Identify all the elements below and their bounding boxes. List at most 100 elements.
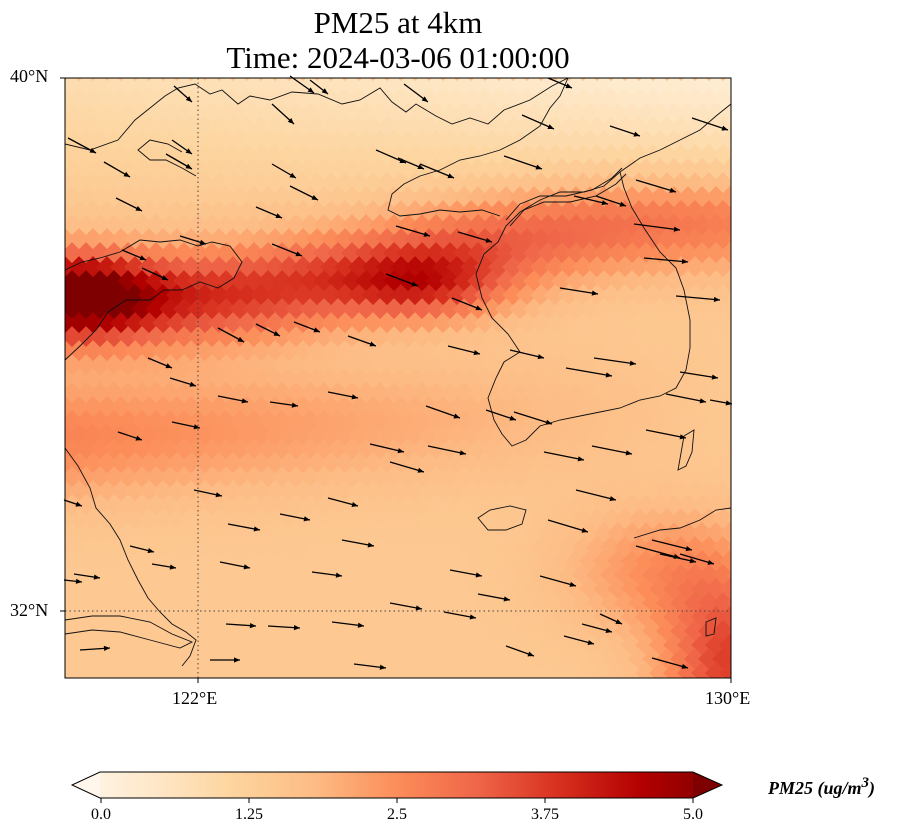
pm25-cell bbox=[467, 466, 489, 488]
pm25-cell bbox=[299, 130, 321, 152]
pm25-cell bbox=[292, 200, 314, 222]
pm25-cell bbox=[65, 578, 83, 600]
pm25-cell bbox=[348, 88, 370, 110]
wind-arrow-head bbox=[103, 645, 110, 651]
lat-label-40n: 40°N bbox=[10, 66, 49, 86]
pm25-cell bbox=[152, 256, 174, 278]
pm25-cell bbox=[166, 396, 188, 418]
pm25-cell bbox=[65, 382, 83, 404]
pm25-cell bbox=[712, 564, 731, 586]
pm25-cell bbox=[712, 88, 731, 110]
pm25-cell bbox=[726, 234, 731, 244]
wind-arrow-head bbox=[291, 402, 298, 408]
pm25-cell bbox=[439, 158, 461, 180]
pm25-cell bbox=[341, 242, 363, 264]
pm25-cell bbox=[488, 480, 510, 502]
pm25-cell bbox=[719, 578, 731, 600]
pm25-cell bbox=[432, 424, 454, 446]
pm25-cell bbox=[369, 298, 391, 320]
pm25-cell bbox=[376, 452, 398, 474]
pm25-cell bbox=[96, 452, 118, 474]
pm25-cell bbox=[159, 410, 181, 432]
pm25-cell bbox=[362, 228, 384, 250]
pm25-cell bbox=[369, 354, 391, 376]
pm25-cell bbox=[131, 326, 153, 348]
wind-arrow-head bbox=[185, 163, 192, 169]
pm25-cell bbox=[264, 480, 286, 502]
pm25-cell bbox=[306, 144, 328, 166]
pm25-cell bbox=[425, 214, 447, 236]
pm25-cell bbox=[278, 256, 300, 278]
pm25-cell bbox=[124, 368, 146, 390]
pm25-cell bbox=[65, 326, 83, 348]
pm25-cell bbox=[285, 186, 307, 208]
pm25-cell bbox=[446, 88, 468, 110]
pm25-cell bbox=[481, 214, 503, 236]
pm25-cell bbox=[488, 340, 510, 362]
pm25-cell bbox=[278, 284, 300, 306]
pm25-cell bbox=[96, 340, 118, 362]
pm25-cell bbox=[152, 312, 174, 334]
pm25-cell bbox=[180, 284, 202, 306]
pm25-cell bbox=[201, 242, 223, 264]
pm25-cell bbox=[299, 326, 321, 348]
pm25-cell bbox=[726, 178, 731, 188]
wind-arrow-shaft bbox=[593, 357, 637, 365]
wind-arrow-head bbox=[581, 527, 588, 533]
pm25-cell bbox=[726, 150, 731, 160]
pm25-cell bbox=[215, 270, 237, 292]
pm25-cell bbox=[89, 242, 111, 264]
pm25-cell bbox=[439, 382, 461, 404]
pm25-cell bbox=[334, 368, 356, 390]
north-korea-west bbox=[387, 78, 569, 217]
pm25-cell bbox=[306, 228, 328, 250]
pm25-cell bbox=[201, 466, 223, 488]
pm25-cell bbox=[271, 186, 293, 208]
wind-arrow-head bbox=[417, 164, 424, 170]
pm25-cell bbox=[75, 298, 97, 320]
pm25-cell bbox=[285, 158, 307, 180]
pm25-cell bbox=[397, 102, 419, 124]
wind-arrow-head bbox=[367, 542, 374, 548]
pm25-cell bbox=[425, 354, 447, 376]
pm25-cell bbox=[362, 172, 384, 194]
wind-arrow-shaft bbox=[539, 575, 577, 587]
pm25-cell bbox=[222, 452, 244, 474]
pm25-cell bbox=[229, 242, 251, 264]
wind-arrow-head bbox=[289, 172, 296, 178]
pm25-cell bbox=[467, 326, 489, 348]
pm25-cell bbox=[236, 256, 258, 278]
pm25-cell bbox=[425, 130, 447, 152]
pm25-cell bbox=[306, 88, 328, 110]
pm25-cell bbox=[110, 312, 132, 334]
pm25-cell bbox=[117, 326, 139, 348]
pm25-cell bbox=[712, 452, 731, 474]
wind-arrow-shaft bbox=[633, 223, 681, 231]
pm25-cell bbox=[327, 130, 349, 152]
pm25-cell bbox=[124, 480, 146, 502]
pm25-cell bbox=[75, 410, 97, 432]
pm25-cell bbox=[348, 172, 370, 194]
pm25-cell bbox=[481, 382, 503, 404]
pm25-cell bbox=[432, 88, 454, 110]
wind-arrow-head bbox=[93, 574, 100, 580]
pm25-cell bbox=[404, 284, 426, 306]
pm25-cell bbox=[299, 102, 321, 124]
pm25-cell bbox=[460, 452, 482, 474]
pm25-cell bbox=[355, 270, 377, 292]
pm25-cell bbox=[236, 396, 258, 418]
pm25-cell bbox=[222, 480, 244, 502]
pm25-cell bbox=[257, 382, 279, 404]
pm25-cell bbox=[719, 382, 731, 404]
pm25-cell bbox=[257, 438, 279, 460]
pm25-cell bbox=[726, 654, 731, 664]
pm25-cell bbox=[467, 494, 489, 516]
pm25-cell bbox=[285, 410, 307, 432]
pm25-cell bbox=[411, 466, 433, 488]
pm25-cell bbox=[180, 396, 202, 418]
pm25-cell bbox=[334, 284, 356, 306]
pm25-cell bbox=[257, 466, 279, 488]
wind-arrow-shaft bbox=[427, 445, 467, 455]
pm25-cell bbox=[285, 382, 307, 404]
pm25-cell bbox=[355, 78, 377, 96]
